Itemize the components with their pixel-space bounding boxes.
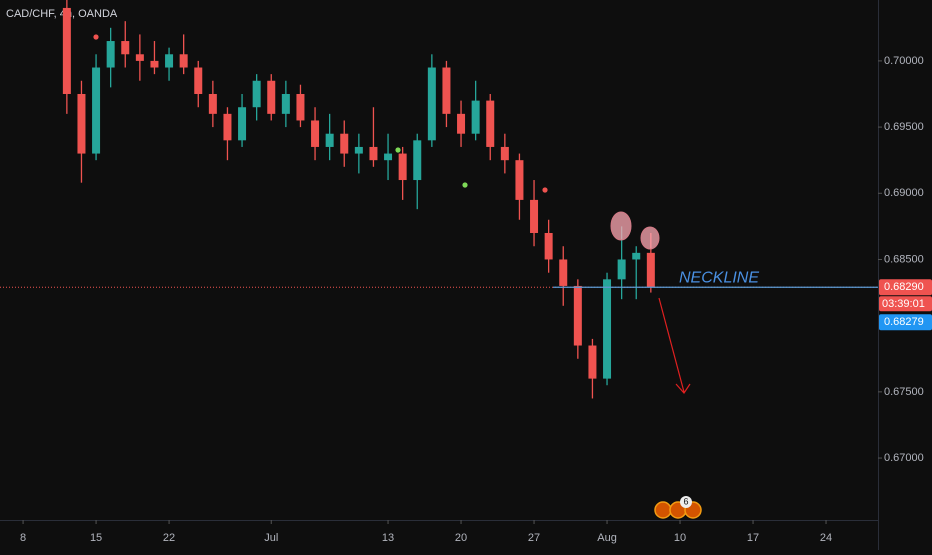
- x-tick-label: 22: [163, 532, 175, 544]
- x-tick-label: 27: [528, 532, 540, 544]
- last-price-box: [879, 279, 932, 296]
- x-tick-label: 8: [20, 532, 26, 544]
- candle-body: [515, 160, 524, 200]
- x-tick-label: 13: [382, 532, 394, 544]
- candle-body: [194, 67, 203, 94]
- candle-body: [150, 60, 159, 68]
- x-tick-label: 17: [747, 532, 759, 544]
- candle-body: [559, 259, 568, 286]
- candle-body: [632, 252, 641, 260]
- candle-body: [544, 232, 553, 260]
- candle-body: [223, 113, 232, 141]
- y-tick-label: 0.69000: [884, 187, 924, 199]
- candle-body: [471, 100, 480, 134]
- candle-body: [208, 93, 217, 114]
- candle-body: [165, 54, 174, 68]
- candle-body: [413, 140, 422, 181]
- candle-body: [354, 146, 363, 154]
- candle-body: [281, 93, 290, 114]
- candle-body: [325, 133, 334, 147]
- candle-body: [603, 279, 612, 379]
- signal-dot: [542, 187, 548, 193]
- candle-body: [369, 146, 378, 161]
- candle-body: [121, 41, 130, 55]
- candle-body: [62, 7, 71, 94]
- candle-body: [646, 252, 655, 288]
- projection-arrow: [658, 297, 691, 394]
- candle-body: [617, 259, 626, 280]
- x-tick-label: 15: [90, 532, 102, 544]
- candle-body: [311, 120, 320, 147]
- event-icon: [654, 501, 672, 519]
- bid-price-box: [879, 314, 932, 331]
- candle-body: [77, 93, 86, 154]
- signal-dot: [93, 34, 99, 40]
- candle-body: [267, 80, 276, 114]
- candle-body: [252, 80, 261, 108]
- shoulder-marker: [640, 226, 660, 250]
- x-tick-label: 20: [455, 532, 467, 544]
- countdown-box: [879, 296, 932, 312]
- y-tick-label: 0.70000: [884, 55, 924, 67]
- x-tick-label: Jul: [264, 532, 278, 544]
- signal-dot: [395, 147, 401, 153]
- y-tick-label: 0.68500: [884, 253, 924, 265]
- candle-body: [340, 133, 349, 154]
- candle-body: [384, 153, 393, 161]
- y-tick-label: 0.67500: [884, 386, 924, 398]
- y-tick-label: 0.67000: [884, 452, 924, 464]
- neckline-label: NECKLINE: [679, 269, 759, 286]
- candle-body: [530, 199, 539, 233]
- candle-body: [588, 345, 597, 379]
- y-tick-label: 0.69500: [884, 121, 924, 133]
- signal-dot: [462, 182, 468, 188]
- event-badge-count: 6: [683, 496, 688, 506]
- x-tick-label: Aug: [597, 532, 617, 544]
- x-tick-label: 24: [820, 532, 832, 544]
- candle-body: [573, 285, 582, 346]
- x-tick-label: 10: [674, 532, 686, 544]
- candle-body: [500, 146, 509, 161]
- candle-body: [486, 100, 495, 147]
- event-badge: [680, 496, 692, 508]
- shoulder-marker: [610, 211, 632, 241]
- candle-body: [398, 153, 407, 181]
- candle-body: [179, 54, 188, 68]
- candle-body: [92, 67, 101, 154]
- candle-body: [442, 67, 451, 114]
- symbol-title: CAD/CHF, 4h, OANDA: [6, 8, 118, 20]
- candle-body: [238, 107, 247, 141]
- candle-body: [106, 41, 115, 68]
- bid-price-label: 0.68279: [884, 316, 924, 328]
- countdown-label: 03:39:01: [882, 298, 925, 310]
- candle-body: [296, 93, 305, 121]
- candle-body: [135, 54, 144, 61]
- candle-body: [457, 113, 466, 134]
- last-price-label: 0.68290: [884, 281, 924, 293]
- candle-body: [427, 67, 436, 141]
